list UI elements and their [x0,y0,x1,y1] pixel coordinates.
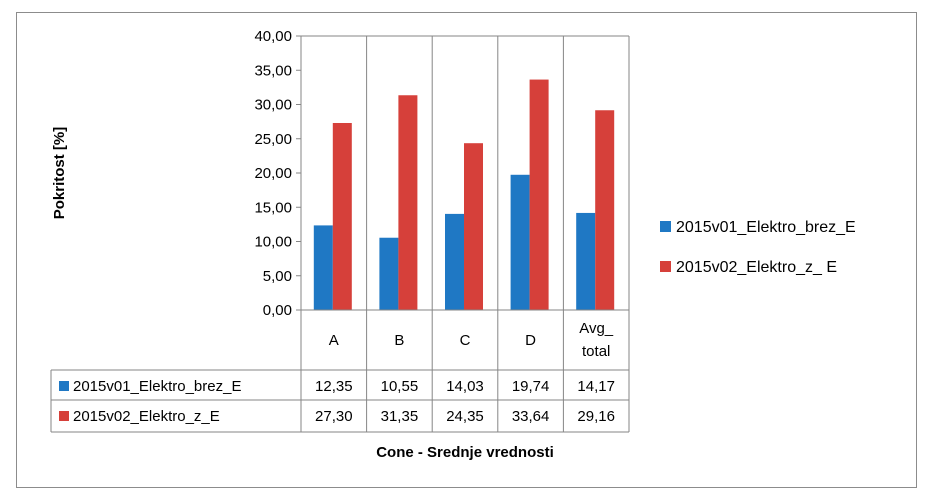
table-series-name: 2015v02_Elektro_z_E [73,408,220,425]
y-tick-label: 15,00 [254,199,292,216]
y-axis-title: Pokritost [%] [51,127,68,220]
bar-series1 [510,174,530,310]
table-cell-value: 33,64 [512,408,550,425]
bar-series2 [398,95,418,310]
category-label: total [582,343,610,360]
y-tick-label: 0,00 [263,302,292,319]
bar-series2 [529,79,549,310]
table-cell-value: 31,35 [381,408,419,425]
bar-series2 [595,110,615,310]
table-cell-value: 10,55 [381,378,419,395]
bar-series2 [464,143,483,310]
legend-key [660,261,671,272]
y-tick-label: 10,00 [254,234,292,251]
y-tick-label: 20,00 [254,165,292,182]
legend-label: 2015v01_Elektro_brez_E [676,219,856,236]
bar-series2 [332,122,352,311]
table-cell-value: 24,35 [446,408,484,425]
category-label: B [394,332,404,349]
bar-series1 [576,212,596,310]
y-tick-label: 5,00 [263,268,292,285]
y-tick-label: 40,00 [254,28,292,45]
table-legend-key [59,411,69,421]
table-cell-value: 27,30 [315,408,353,425]
table-legend-key [59,381,69,391]
category-label: A [329,332,339,349]
table-series-name: 2015v01_Elektro_brez_E [73,378,241,395]
table-cell-value: 12,35 [315,378,353,395]
table-cell-value: 19,74 [512,378,550,395]
table-cell-value: 14,03 [446,378,484,395]
legend-label: 2015v02_Elektro_z_ E [676,259,837,276]
table-cell-value: 14,17 [577,378,615,395]
bar-series1 [445,213,464,310]
legend-key [660,221,671,232]
category-label: Avg_ [579,320,614,337]
category-label: D [525,332,536,349]
table-cell-value: 29,16 [577,408,615,425]
y-tick-label: 25,00 [254,131,292,148]
bar-series1 [313,225,333,310]
category-label: C [460,332,471,349]
y-tick-label: 35,00 [254,62,292,79]
bar-series1 [379,237,399,310]
y-tick-label: 30,00 [254,97,292,114]
x-axis-title: Cone - Srednje vrednosti [376,444,554,461]
